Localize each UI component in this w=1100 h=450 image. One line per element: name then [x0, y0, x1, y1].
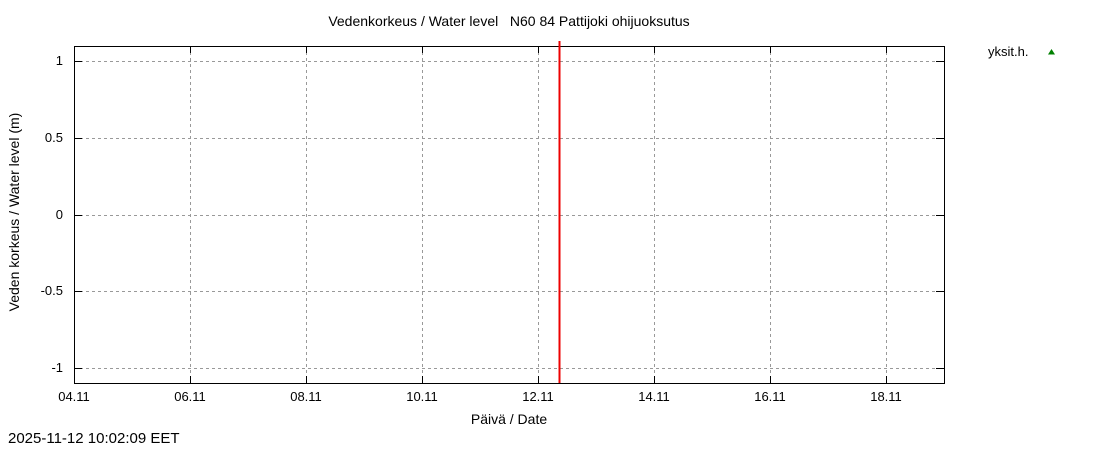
legend-series-label: yksit.h.: [988, 44, 1029, 59]
chart-title: Vedenkorkeus / Water level N60 84 Pattij…: [328, 13, 690, 29]
render-timestamp: 2025-11-12 10:02:09 EET: [8, 430, 180, 447]
legend: yksit.h.: [988, 44, 1056, 59]
triangle-up-icon: [1048, 48, 1056, 54]
x-axis-title: Päivä / Date: [470, 411, 548, 427]
